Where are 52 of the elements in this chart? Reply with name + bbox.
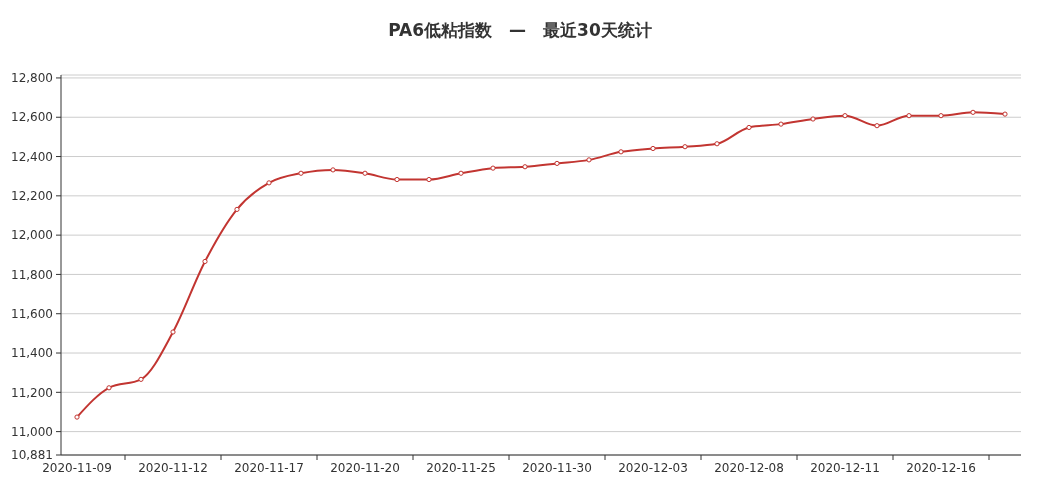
point bbox=[202, 258, 208, 265]
point bbox=[394, 176, 400, 183]
point bbox=[522, 164, 528, 170]
y-tick-label: 11,600 bbox=[11, 306, 53, 321]
point bbox=[586, 157, 592, 163]
y-tick-label: 12,600 bbox=[11, 110, 53, 125]
point bbox=[554, 160, 560, 167]
point bbox=[490, 165, 496, 171]
point bbox=[682, 144, 688, 150]
point bbox=[170, 329, 176, 335]
point bbox=[810, 116, 816, 122]
point bbox=[458, 170, 464, 176]
x-tick-label: 2020-11-09 bbox=[42, 461, 112, 475]
point bbox=[714, 141, 720, 147]
x-tick-label: 2020-12-11 bbox=[810, 461, 880, 475]
point bbox=[938, 113, 944, 119]
x-tick-label: 2020-11-30 bbox=[522, 461, 592, 475]
y-tick-label: 11,000 bbox=[11, 424, 53, 439]
x-tick-label: 2020-11-20 bbox=[330, 461, 400, 475]
y-tick-label: 11,800 bbox=[11, 267, 53, 282]
point bbox=[266, 180, 272, 186]
point bbox=[874, 123, 880, 129]
point bbox=[330, 167, 336, 173]
x-tick-label: 2020-12-16 bbox=[906, 461, 976, 475]
y-tick-label: 11,400 bbox=[11, 346, 53, 361]
chart-title: PA6低粘指数 — 最近30天统计 bbox=[388, 20, 652, 40]
point bbox=[362, 170, 368, 176]
x-tick-label: 2020-11-25 bbox=[426, 461, 496, 475]
x-tick-label: 2020-12-03 bbox=[618, 461, 688, 475]
y-tick-label: 12,000 bbox=[11, 228, 53, 243]
point bbox=[778, 121, 784, 127]
y-tick-label: 10,881 bbox=[11, 448, 53, 463]
x-tick-label: 2020-11-12 bbox=[138, 461, 208, 475]
point bbox=[106, 385, 112, 391]
x-tick-label: 2020-12-08 bbox=[714, 461, 784, 475]
point bbox=[426, 176, 432, 183]
point bbox=[138, 376, 144, 382]
point bbox=[1002, 111, 1008, 117]
point bbox=[842, 113, 848, 119]
y-tick-label: 12,200 bbox=[11, 189, 53, 204]
y-tick-label: 11,200 bbox=[11, 385, 53, 400]
point bbox=[234, 206, 240, 212]
point bbox=[906, 113, 912, 119]
y-tick-label: 12,800 bbox=[11, 71, 53, 86]
point bbox=[650, 145, 656, 152]
point bbox=[298, 170, 304, 176]
point bbox=[618, 149, 624, 155]
x-tick-label: 2020-11-17 bbox=[234, 461, 304, 475]
point bbox=[74, 414, 80, 420]
y-tick-label: 12,400 bbox=[11, 149, 53, 164]
point bbox=[746, 124, 752, 131]
point bbox=[970, 109, 976, 115]
